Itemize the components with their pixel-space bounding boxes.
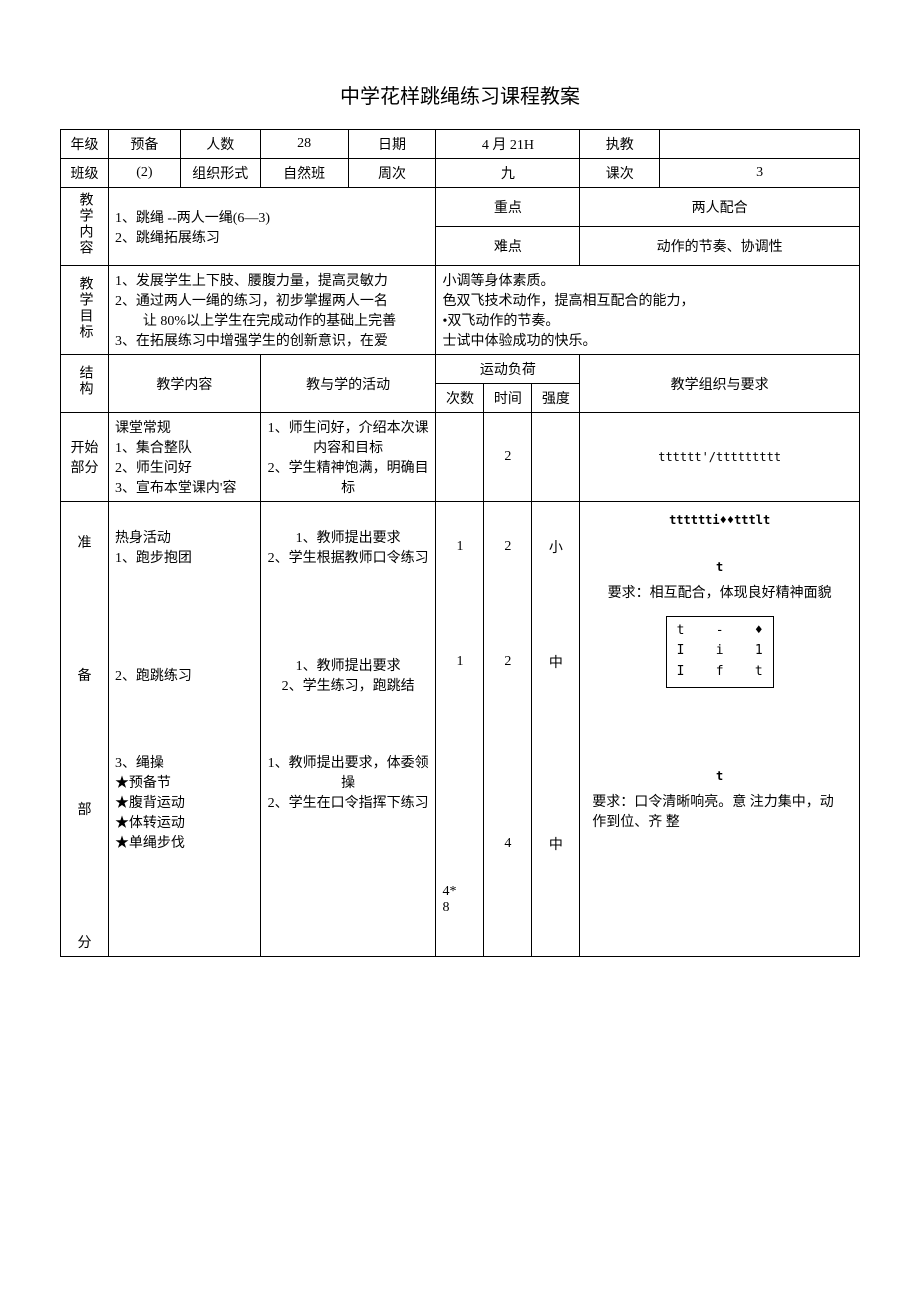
load-label: 运动负荷	[436, 355, 580, 384]
focus-value: 两人配合	[580, 188, 860, 227]
prep-label: 准 备 部 分	[61, 502, 109, 957]
orgform-value: 自然班	[260, 159, 348, 188]
prep-org-req-2: 要求：口令清晰响亮。意 注力集中，动作到位、齐 整	[586, 791, 853, 831]
start-intensity	[532, 413, 580, 502]
goals-row: 教学目标 1、发展学生上下肢、腰腹力量，提高灵敏力 2、通过两人一绳的练习，初步…	[61, 266, 860, 355]
date-label: 日期	[348, 130, 436, 159]
prep-char-2: 部	[77, 799, 91, 819]
prep-activity-2: 1、教师提出要求 2、学生练习，跑跳结	[260, 593, 436, 732]
prep-org-req-1: 要求：相互配合，体现良好精神面貌	[586, 582, 853, 602]
prep-time-2: 2	[484, 593, 532, 732]
start-times	[436, 413, 484, 502]
start-activity: 1、师生问好，介绍本次课内容和目标 2、学生精神饱满，明确目标	[260, 413, 436, 502]
lessonnum-value: 3	[660, 159, 860, 188]
prep-org-t: t	[586, 559, 853, 576]
prep-times-3: 4* 8	[436, 732, 484, 957]
prep-content-1: 热身活动 1、跑步抱团	[108, 502, 260, 593]
grade-value: 预备	[108, 130, 180, 159]
page-title: 中学花样跳绳练习课程教案	[60, 80, 860, 109]
date-value: 4 月 21H	[436, 130, 580, 159]
class-value: (2)	[108, 159, 180, 188]
prep-content-2: 2、跑跳练习	[108, 593, 260, 732]
grade-label: 年级	[61, 130, 109, 159]
goals-right: 小调等身体素质。 色双飞技术动作，提高相互配合的能力， •双飞动作的节奏。 士试…	[436, 266, 860, 355]
activity-col-label: 教与学的活动	[260, 355, 436, 413]
start-section-row: 开始部分 课堂常规 1、集合整队 2、师生问好 3、宣布本堂课内'容 1、师生问…	[61, 413, 860, 502]
org-col-label: 教学组织与要求	[580, 355, 860, 413]
start-label: 开始部分	[61, 413, 109, 502]
prep-times-2: 1	[436, 593, 484, 732]
content-text: 1、跳绳 --两人一绳(6—3) 2、跳绳拓展练习	[108, 188, 436, 266]
prep-time-3: 4	[484, 732, 532, 957]
header-row-2: 班级 (2) 组织形式 自然班 周次 九 课次 3	[61, 159, 860, 188]
count-label: 人数	[180, 130, 260, 159]
class-label: 班级	[61, 159, 109, 188]
teacher-value	[660, 130, 860, 159]
start-org: tttttt'/ttttttttt	[580, 413, 860, 502]
prep-org: tttttti♦♦tttlt t 要求：相互配合，体现良好精神面貌 t - ♦ …	[580, 502, 860, 957]
prep-row-1: 准 备 部 分 热身活动 1、跑步抱团 1、教师提出要求 2、学生根据教师口令练…	[61, 502, 860, 593]
times-label: 次数	[436, 384, 484, 413]
intensity-label: 强度	[532, 384, 580, 413]
header-row-1: 年级 预备 人数 28 日期 4 月 21H 执教	[61, 130, 860, 159]
start-time: 2	[484, 413, 532, 502]
prep-content-3: 3、绳操 ★预备节 ★腹背运动 ★体转运动 ★单绳步伐	[108, 732, 260, 957]
prep-intensity-2: 中	[532, 593, 580, 732]
content-label: 教学内容	[61, 188, 109, 266]
lesson-plan-table: 年级 预备 人数 28 日期 4 月 21H 执教 班级 (2) 组织形式 自然…	[60, 129, 860, 957]
prep-org-t2: t	[586, 768, 853, 785]
prep-intensity-3: 中	[532, 732, 580, 957]
teacher-label: 执教	[580, 130, 660, 159]
goals-left: 1、发展学生上下肢、腰腹力量，提高灵敏力 2、通过两人一绳的练习，初步掌握两人一…	[108, 266, 436, 355]
count-value: 28	[260, 130, 348, 159]
prep-times-1: 1	[436, 502, 484, 593]
focus-label: 重点	[436, 188, 580, 227]
prep-org-diagram-1: tttttti♦♦tttlt	[586, 512, 853, 529]
diff-label: 难点	[436, 227, 580, 266]
week-label: 周次	[348, 159, 436, 188]
activity-header-row-1: 结构 教学内容 教与学的活动 运动负荷 教学组织与要求	[61, 355, 860, 384]
lessonnum-label: 课次	[580, 159, 660, 188]
goals-label: 教学目标	[61, 266, 109, 355]
prep-char-3: 分	[77, 932, 91, 952]
prep-activity-1: 1、教师提出要求 2、学生根据教师口令练习	[260, 502, 436, 593]
start-org-diagram: tttttt'/ttttttttt	[586, 449, 853, 466]
prep-char-0: 准	[77, 532, 91, 552]
prep-activity-3: 1、教师提出要求，体委领操 2、学生在口令指挥下练习	[260, 732, 436, 957]
orgform-label: 组织形式	[180, 159, 260, 188]
content-row-focus: 教学内容 1、跳绳 --两人一绳(6—3) 2、跳绳拓展练习 重点 两人配合	[61, 188, 860, 227]
week-value: 九	[436, 159, 580, 188]
prep-char-1: 备	[77, 665, 91, 685]
start-content: 课堂常规 1、集合整队 2、师生问好 3、宣布本堂课内'容	[108, 413, 260, 502]
prep-time-1: 2	[484, 502, 532, 593]
prep-org-boxed: t - ♦ I i 1 I f t	[666, 616, 774, 688]
diff-value: 动作的节奏、协调性	[580, 227, 860, 266]
time-label: 时间	[484, 384, 532, 413]
content-col-label: 教学内容	[108, 355, 260, 413]
prep-intensity-1: 小	[532, 502, 580, 593]
struct-label: 结构	[61, 355, 109, 413]
